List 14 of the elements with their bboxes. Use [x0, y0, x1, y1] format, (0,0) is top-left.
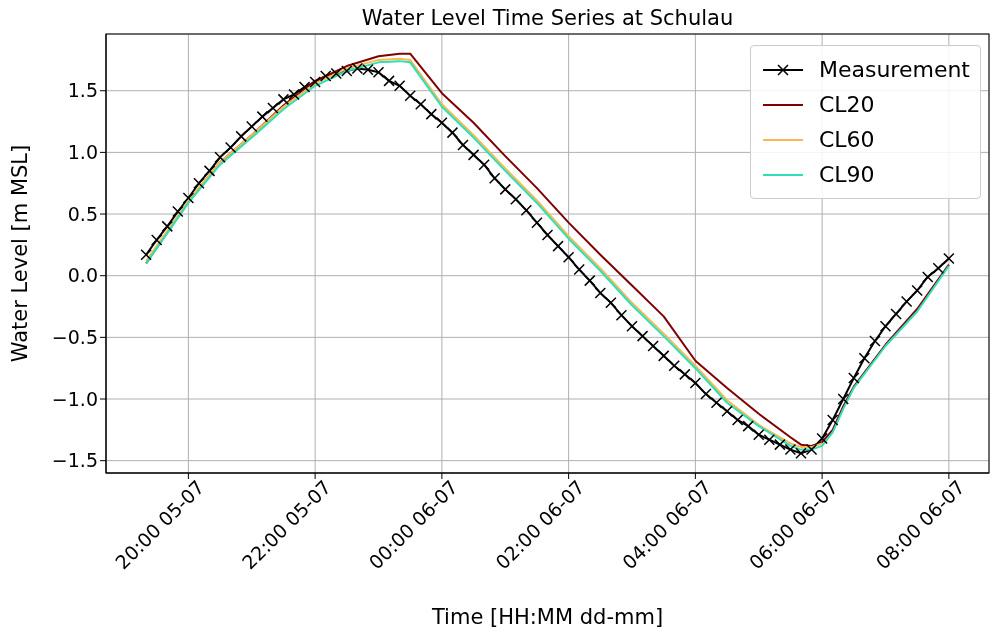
y-tick-label: 1.0 [67, 141, 98, 164]
legend-label: CL90 [818, 162, 875, 187]
y-axis-title: Water Level [m MSL] [8, 144, 33, 363]
x-axis-title: Time [HH:MM dd-mm] [430, 605, 664, 629]
y-tick-label: 0.0 [67, 264, 98, 287]
y-tick-label: −1.5 [51, 449, 98, 472]
legend-label: Measurement [818, 57, 970, 82]
y-tick-label: 1.5 [67, 79, 98, 102]
legend-label: CL60 [818, 127, 875, 152]
legend-label: CL20 [818, 92, 875, 117]
y-tick-label: −0.5 [51, 326, 98, 349]
y-tick-label: 0.5 [67, 202, 98, 225]
chart-title: Water Level Time Series at Schulau [360, 6, 735, 30]
y-tick-label: −1.0 [51, 387, 98, 410]
